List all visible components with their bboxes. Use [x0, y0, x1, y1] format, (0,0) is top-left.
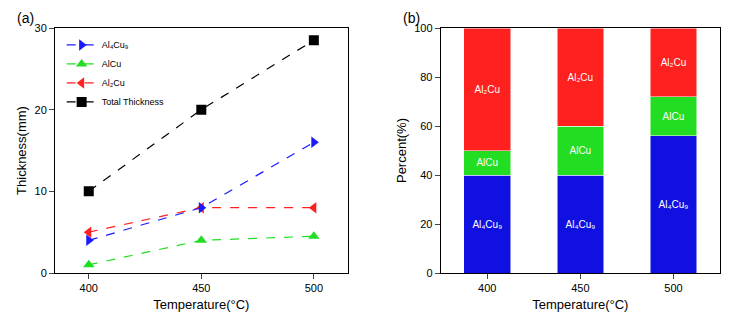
svg-text:40: 40: [420, 169, 432, 181]
svg-text:60: 60: [420, 120, 432, 132]
svg-text:450: 450: [192, 282, 210, 294]
svg-text:400: 400: [80, 282, 98, 294]
svg-text:Al₄Cu₉: Al₄Cu₉: [472, 219, 502, 230]
svg-text:Temperature(°C): Temperature(°C): [532, 297, 628, 312]
svg-text:450: 450: [571, 282, 589, 294]
svg-text:500: 500: [664, 282, 682, 294]
svg-text:Al₂Cu: Al₂Cu: [474, 84, 500, 95]
svg-text:Thickness(mm): Thickness(mm): [14, 106, 29, 195]
svg-text:Al₂Cu: Al₂Cu: [102, 78, 125, 88]
svg-text:80: 80: [420, 71, 432, 83]
svg-text:(b): (b): [403, 10, 420, 26]
svg-text:Al₄Cu₉: Al₄Cu₉: [565, 219, 595, 230]
svg-text:400: 400: [478, 282, 496, 294]
svg-text:0: 0: [41, 267, 47, 279]
svg-text:10: 10: [35, 185, 47, 197]
svg-text:AlCu: AlCu: [476, 157, 498, 168]
svg-text:0: 0: [426, 267, 432, 279]
svg-text:Al₂Cu: Al₂Cu: [661, 57, 687, 68]
svg-text:500: 500: [305, 282, 323, 294]
svg-text:Temperature(°C): Temperature(°C): [153, 297, 249, 312]
svg-text:AlCu: AlCu: [570, 145, 592, 156]
svg-text:AlCu: AlCu: [102, 59, 122, 69]
svg-text:(a): (a): [17, 10, 34, 26]
svg-text:20: 20: [35, 104, 47, 116]
svg-text:Percent(%): Percent(%): [394, 118, 409, 183]
svg-text:Total Thickness: Total Thickness: [102, 97, 164, 107]
svg-text:20: 20: [420, 218, 432, 230]
svg-text:AlCu: AlCu: [663, 111, 685, 122]
svg-text:100: 100: [414, 22, 432, 34]
svg-text:Al₄Cu₉: Al₄Cu₉: [102, 40, 129, 50]
svg-text:Al₂Cu: Al₂Cu: [568, 72, 594, 83]
svg-text:Al₄Cu₉: Al₄Cu₉: [659, 199, 689, 210]
svg-text:30: 30: [35, 22, 47, 34]
